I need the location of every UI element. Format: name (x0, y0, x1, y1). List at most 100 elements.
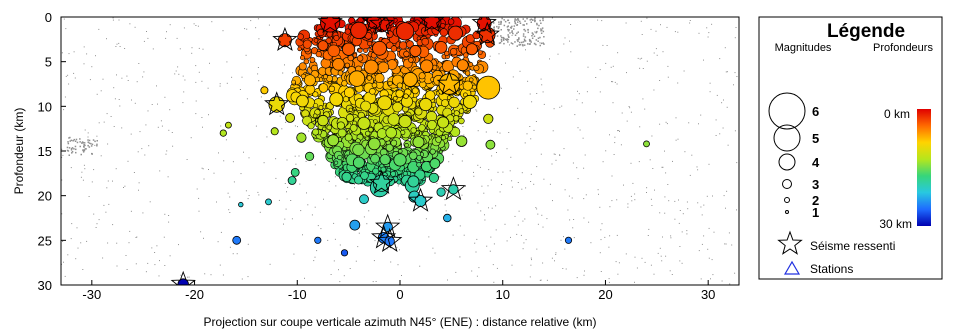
background-point (522, 33, 525, 35)
background-point (521, 172, 523, 174)
background-point (116, 265, 118, 267)
background-point (279, 115, 281, 117)
background-point (225, 139, 227, 141)
earthquake-event (414, 194, 427, 207)
background-point (69, 140, 71, 142)
background-point (611, 175, 613, 177)
legend-title: Légende (827, 21, 905, 42)
background-point (523, 40, 526, 42)
background-point (708, 257, 710, 259)
background-point (96, 140, 98, 142)
earthquake-event (232, 235, 242, 245)
background-point (339, 281, 341, 283)
background-point (64, 96, 66, 98)
background-point (161, 125, 163, 127)
felt-earthquake-star (272, 26, 298, 51)
background-point (583, 167, 585, 169)
background-point (198, 47, 200, 49)
background-point (396, 246, 398, 248)
background-point (656, 54, 658, 56)
background-point (719, 58, 721, 60)
background-point (711, 259, 713, 261)
background-point (511, 31, 513, 33)
background-point (107, 143, 109, 145)
background-point (491, 155, 493, 157)
background-point (83, 149, 86, 152)
background-point (667, 184, 669, 185)
legend-magnitude-circle (782, 179, 792, 189)
cluster-event (409, 151, 418, 160)
background-point (554, 153, 556, 155)
background-point (678, 199, 679, 201)
background-point (734, 37, 736, 39)
background-point (520, 234, 522, 236)
background-point (93, 169, 95, 171)
background-point (577, 127, 579, 129)
background-point (71, 151, 74, 153)
background-point (513, 25, 516, 27)
background-point (670, 235, 672, 237)
background-point (542, 19, 544, 22)
background-point (518, 44, 520, 46)
background-point (183, 91, 185, 93)
background-point (677, 138, 679, 140)
felt-earthquake-star (471, 17, 497, 35)
background-point (356, 51, 358, 53)
background-point (81, 141, 84, 143)
background-point (77, 247, 79, 249)
background-point (65, 28, 67, 30)
background-point (103, 121, 105, 123)
background-point (210, 274, 212, 276)
background-point (478, 267, 480, 269)
background-point (538, 24, 540, 27)
legend-magnitude-circle (778, 153, 796, 171)
earthquake-event (483, 113, 494, 124)
background-point (608, 246, 610, 248)
background-point (569, 219, 571, 221)
background-point (138, 63, 140, 64)
background-point (650, 198, 652, 200)
background-point (284, 218, 286, 220)
background-point (654, 189, 655, 191)
background-point (304, 277, 305, 279)
background-point (626, 120, 628, 122)
background-point (113, 126, 115, 127)
background-point (119, 105, 121, 107)
background-point (698, 250, 700, 252)
background-point (90, 142, 92, 145)
background-point (374, 240, 376, 242)
cluster-event (473, 65, 480, 72)
cluster-event (447, 136, 453, 142)
cluster-event (314, 109, 321, 116)
background-point (518, 38, 520, 40)
background-point (578, 93, 580, 95)
background-point (542, 226, 544, 228)
background-point (311, 214, 313, 216)
background-point (559, 106, 561, 108)
background-point (512, 76, 514, 78)
background-point (618, 130, 620, 131)
background-point (479, 166, 481, 168)
background-point (616, 83, 618, 85)
background-point (611, 81, 612, 83)
earthquake-event (304, 151, 315, 161)
background-point (489, 55, 491, 57)
background-point (625, 253, 627, 255)
background-point (543, 36, 545, 38)
background-point (502, 36, 504, 39)
background-point (285, 121, 287, 123)
cluster-event (303, 58, 310, 65)
background-point (158, 275, 160, 277)
earthquake-event (320, 17, 341, 33)
earthquake-event (341, 42, 356, 56)
background-point (563, 148, 565, 150)
x-tick-label: -30 (82, 287, 101, 302)
background-point (531, 32, 534, 34)
background-point (76, 141, 79, 144)
background-point (644, 261, 646, 263)
background-point (131, 99, 132, 101)
background-point (82, 149, 84, 151)
cluster-event (312, 91, 319, 98)
background-point (584, 154, 586, 156)
background-point (712, 195, 713, 197)
